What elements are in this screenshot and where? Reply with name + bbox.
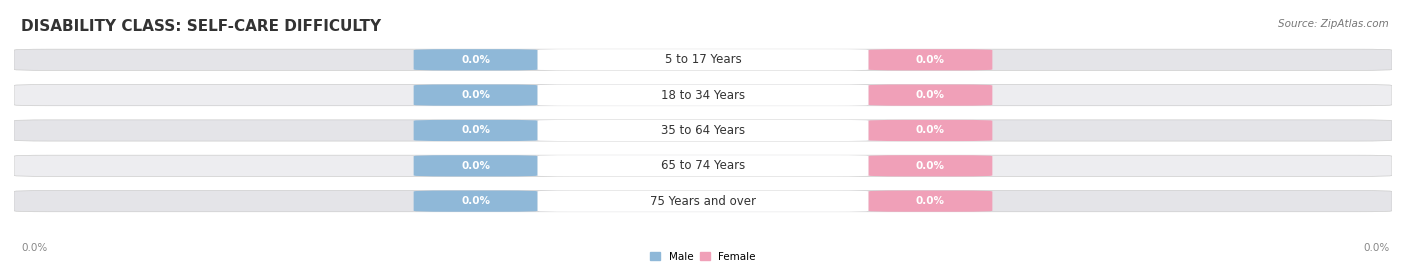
Legend: Male, Female: Male, Female (648, 250, 758, 264)
Text: 0.0%: 0.0% (461, 90, 491, 100)
Text: 0.0%: 0.0% (461, 196, 491, 206)
Text: 5 to 17 Years: 5 to 17 Years (665, 53, 741, 66)
Text: 0.0%: 0.0% (915, 90, 945, 100)
Text: 0.0%: 0.0% (915, 125, 945, 136)
Text: Source: ZipAtlas.com: Source: ZipAtlas.com (1278, 19, 1389, 29)
Text: 18 to 34 Years: 18 to 34 Years (661, 89, 745, 102)
FancyBboxPatch shape (537, 49, 869, 70)
FancyBboxPatch shape (14, 120, 1392, 141)
Text: 35 to 64 Years: 35 to 64 Years (661, 124, 745, 137)
Text: 65 to 74 Years: 65 to 74 Years (661, 159, 745, 172)
FancyBboxPatch shape (537, 84, 869, 106)
FancyBboxPatch shape (537, 190, 869, 212)
FancyBboxPatch shape (869, 120, 993, 141)
Text: DISABILITY CLASS: SELF-CARE DIFFICULTY: DISABILITY CLASS: SELF-CARE DIFFICULTY (21, 19, 381, 34)
Text: 0.0%: 0.0% (915, 55, 945, 65)
Text: 0.0%: 0.0% (915, 161, 945, 171)
FancyBboxPatch shape (869, 190, 993, 212)
FancyBboxPatch shape (14, 190, 1392, 212)
FancyBboxPatch shape (537, 120, 869, 141)
Text: 0.0%: 0.0% (21, 243, 48, 253)
FancyBboxPatch shape (413, 190, 537, 212)
FancyBboxPatch shape (413, 120, 537, 141)
FancyBboxPatch shape (14, 49, 1392, 70)
FancyBboxPatch shape (14, 84, 1392, 106)
FancyBboxPatch shape (537, 155, 869, 176)
Text: 75 Years and over: 75 Years and over (650, 195, 756, 208)
FancyBboxPatch shape (413, 84, 537, 106)
Text: 0.0%: 0.0% (461, 161, 491, 171)
Text: 0.0%: 0.0% (1362, 243, 1389, 253)
FancyBboxPatch shape (14, 155, 1392, 176)
Text: 0.0%: 0.0% (915, 196, 945, 206)
FancyBboxPatch shape (869, 84, 993, 106)
Text: 0.0%: 0.0% (461, 125, 491, 136)
FancyBboxPatch shape (869, 49, 993, 70)
FancyBboxPatch shape (413, 49, 537, 70)
FancyBboxPatch shape (869, 155, 993, 176)
Text: 0.0%: 0.0% (461, 55, 491, 65)
FancyBboxPatch shape (413, 155, 537, 176)
